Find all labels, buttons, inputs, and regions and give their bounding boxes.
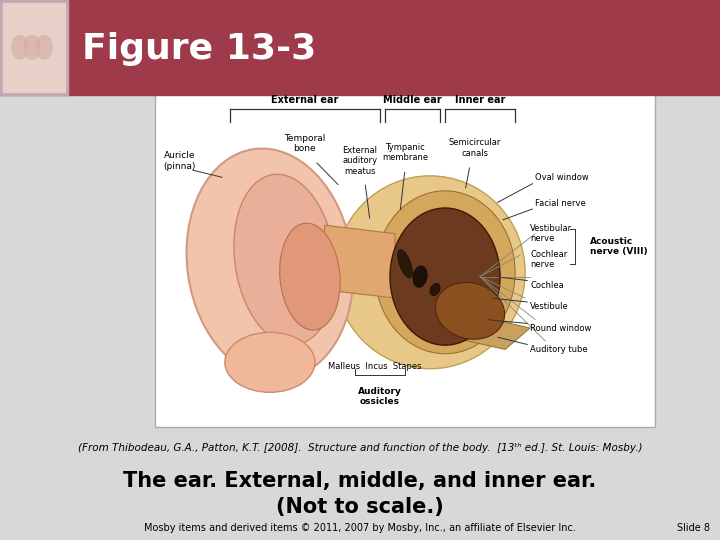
Ellipse shape (397, 249, 413, 278)
Ellipse shape (35, 35, 53, 60)
Text: Acoustic
nerve (VIII): Acoustic nerve (VIII) (590, 237, 648, 256)
Text: Facial nerve: Facial nerve (535, 199, 586, 208)
Text: Slide 8: Slide 8 (677, 523, 710, 533)
Ellipse shape (11, 35, 29, 60)
Text: Semicircular
canals: Semicircular canals (449, 138, 501, 158)
Text: Tympanic
membrane: Tympanic membrane (382, 143, 428, 162)
Bar (3, 3, 65, 91)
Text: The ear. External, middle, and inner ear.: The ear. External, middle, and inner ear… (123, 470, 597, 491)
Text: External ear: External ear (271, 96, 338, 105)
Text: Figure 13-3: Figure 13-3 (82, 32, 316, 66)
Ellipse shape (23, 35, 41, 60)
Polygon shape (320, 225, 395, 298)
Ellipse shape (335, 176, 525, 369)
Text: Malleus  Incus  Stapes: Malleus Incus Stapes (328, 362, 422, 371)
Ellipse shape (186, 148, 354, 379)
Text: (Not to scale.): (Not to scale.) (276, 497, 444, 517)
Text: (From Thibodeau, G.A., Patton, K.T. [2008].  Structure and function of the body.: (From Thibodeau, G.A., Patton, K.T. [200… (78, 443, 642, 453)
Text: Auricle
(pinna): Auricle (pinna) (163, 151, 196, 171)
Text: Mosby items and derived items © 2011, 2007 by Mosby, Inc., an affiliate of Elsev: Mosby items and derived items © 2011, 20… (144, 523, 576, 533)
Text: Oval window: Oval window (535, 173, 589, 183)
Ellipse shape (225, 332, 315, 392)
Bar (0, 0, 68, 94)
Ellipse shape (279, 223, 340, 330)
Text: Vestibular
nerve: Vestibular nerve (530, 224, 572, 244)
Text: Auditory
ossicles: Auditory ossicles (358, 387, 402, 406)
Text: Auditory tube: Auditory tube (530, 345, 588, 354)
Text: Cochlea: Cochlea (530, 281, 564, 289)
Ellipse shape (390, 208, 500, 345)
Text: Vestibule: Vestibule (530, 302, 569, 311)
Bar (0, 0, 720, 94)
Text: Middle ear: Middle ear (383, 96, 442, 105)
Text: Round window: Round window (530, 323, 591, 333)
Ellipse shape (234, 174, 336, 345)
Polygon shape (430, 311, 530, 349)
Text: Inner ear: Inner ear (455, 96, 505, 105)
Text: External
auditory
meatus: External auditory meatus (343, 146, 377, 176)
Text: Temporal
bone: Temporal bone (284, 134, 325, 153)
Ellipse shape (413, 266, 427, 287)
Ellipse shape (430, 284, 440, 295)
Ellipse shape (375, 191, 515, 354)
Text: Cochlear
nerve: Cochlear nerve (530, 249, 567, 269)
Ellipse shape (436, 282, 505, 339)
Bar (155, 84, 655, 427)
